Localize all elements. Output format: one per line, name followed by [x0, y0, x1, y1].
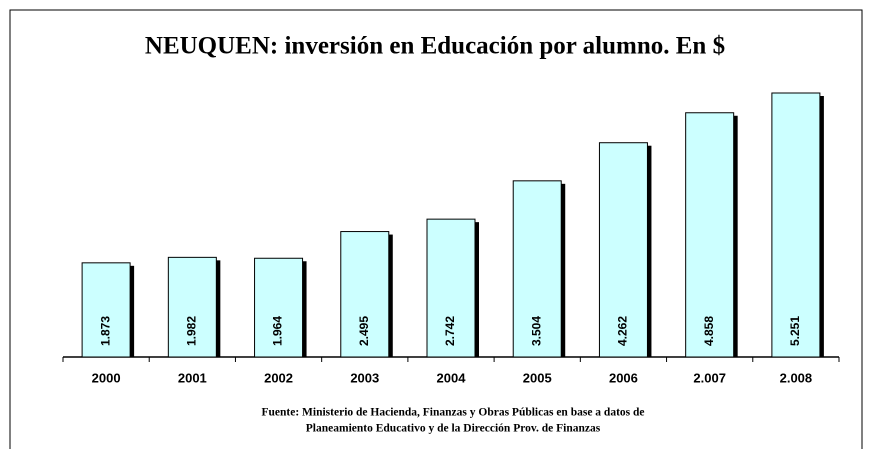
x-tick-label: 2000	[92, 370, 121, 385]
value-label: 4.858	[702, 316, 716, 346]
value-label: 2.495	[357, 316, 371, 346]
x-tick-label: 2001	[178, 370, 207, 385]
value-label: 3.504	[529, 316, 543, 346]
x-tick-label: 2004	[437, 370, 467, 385]
chart-title: NEUQUEN: inversión en Educación por alum…	[145, 33, 725, 60]
value-label: 2.742	[443, 316, 457, 346]
value-label: 1.982	[185, 316, 199, 346]
bar	[598, 142, 648, 358]
bar	[685, 112, 735, 358]
bar	[426, 218, 476, 358]
frame	[9, 9, 863, 449]
source-note: Planeamiento Educativo y de la Dirección…	[306, 423, 601, 435]
x-tick-label: 2.007	[693, 370, 726, 385]
x-tick-label: 2006	[609, 370, 638, 385]
bar	[771, 92, 821, 358]
x-tick-label: 2005	[523, 370, 552, 385]
x-tick-label: 2002	[264, 370, 293, 385]
bar	[81, 262, 131, 358]
x-tick-label: 2.008	[780, 370, 813, 385]
value-label: 1.964	[271, 316, 285, 346]
source-note: Fuente: Ministerio de Hacienda, Finanzas…	[261, 407, 644, 419]
value-label: 4.262	[616, 316, 630, 346]
bar	[254, 257, 304, 358]
x-tick-label: 2003	[350, 370, 379, 385]
bar	[512, 180, 562, 358]
value-label: 1.873	[98, 316, 112, 346]
value-label: 5.251	[788, 316, 802, 346]
bar	[340, 231, 390, 358]
bar	[167, 256, 217, 358]
